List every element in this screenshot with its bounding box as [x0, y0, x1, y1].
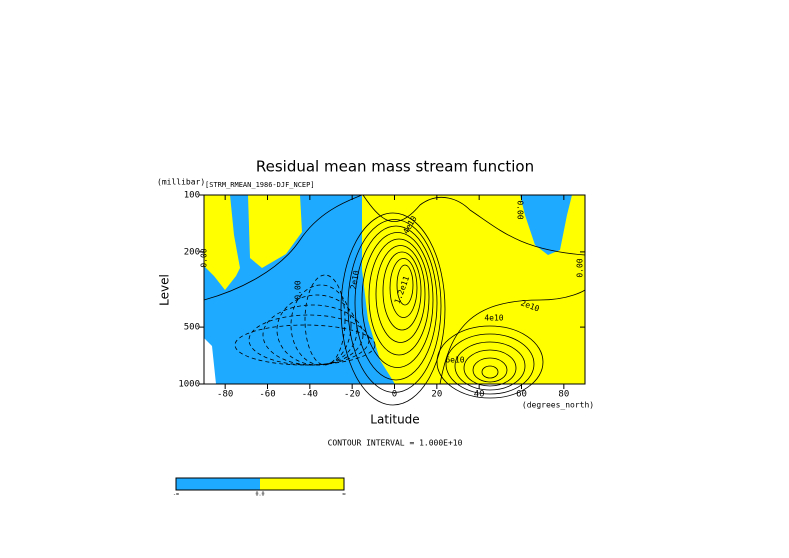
y-axis-label: Level: [158, 274, 172, 306]
contour-line: [445, 333, 535, 395]
contour-line: [472, 357, 508, 383]
contour-line: [362, 194, 586, 256]
contour-line: [354, 225, 438, 381]
contour-label: 0.00: [576, 258, 585, 277]
contour-line: [396, 264, 414, 306]
chart-title: Residual mean mass stream function: [256, 158, 534, 176]
x-axis-label: Latitude: [370, 413, 419, 427]
footnote: CONTOUR INTERVAL = 1.000E+10: [328, 439, 463, 448]
missing-region: [204, 338, 216, 384]
contour-line: [436, 325, 544, 399]
x-tick-label: 20: [431, 390, 442, 400]
colorbar-label: ∞: [342, 492, 345, 498]
contour-line: [361, 232, 434, 368]
x-tick-label: 0: [392, 390, 397, 400]
x-tick-label: 80: [558, 390, 569, 400]
contour-line: [463, 349, 517, 387]
contour-line: [248, 314, 370, 366]
contour-line: [234, 324, 376, 366]
positive-region: [204, 195, 240, 290]
contour-label: 2e10: [349, 270, 361, 291]
x-tick-label: 40: [474, 390, 485, 400]
y-tick-label: 1000: [178, 380, 200, 390]
x-tick-label: 60: [516, 390, 527, 400]
contour-line: [340, 212, 446, 406]
positive-region: [248, 195, 302, 268]
contour-label: 4e10: [484, 314, 503, 323]
colorbar-positive: [260, 478, 344, 490]
positive-region: [362, 195, 585, 384]
contour-lines: [203, 194, 586, 406]
y-tick-label: 500: [184, 323, 200, 333]
colorbar-negative: [176, 478, 260, 490]
subtitle: [STRM_RMEAN_1986-DJF_NCEP]: [205, 181, 315, 189]
contour-line: [382, 251, 422, 331]
contour-line: [389, 258, 418, 318]
contour-line: [439, 289, 586, 385]
contour-line: [290, 284, 352, 366]
x-tick-label: -60: [259, 390, 275, 400]
contour-label: 0.00: [294, 280, 303, 299]
colorbar-label: -∞: [173, 492, 179, 498]
x-tick-label: -20: [344, 390, 360, 400]
y-tick-label: 100: [184, 191, 200, 201]
contour-line: [368, 238, 430, 356]
contour-line: [454, 341, 526, 391]
contour-line: [481, 365, 499, 379]
x-tick-label: -40: [302, 390, 318, 400]
x-unit: (degrees_north): [522, 401, 594, 410]
contour-label: 6e10: [445, 356, 464, 365]
colorbar-frame: [175, 477, 345, 491]
y-tick-label: 200: [184, 247, 200, 257]
contour-line: [375, 245, 426, 343]
contour-line: [203, 194, 363, 301]
colorbar-label: 0.0: [255, 492, 264, 498]
contour-line: [347, 219, 442, 393]
y-unit: (millibar): [157, 178, 205, 187]
x-tick-label: -80: [217, 390, 233, 400]
contour-label: 0.00: [516, 200, 525, 219]
